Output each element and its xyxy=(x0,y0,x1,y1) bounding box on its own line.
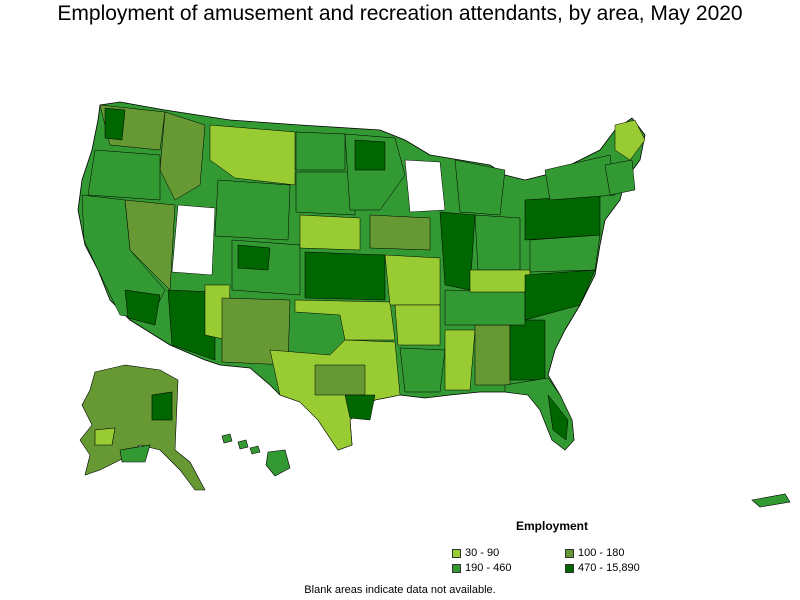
hawaii-island xyxy=(265,449,291,477)
legend-label: 100 - 180 xyxy=(578,547,625,559)
area-patch xyxy=(214,179,291,241)
hawaii-island xyxy=(237,439,249,450)
area-patch xyxy=(354,139,386,171)
area-patch xyxy=(547,394,569,441)
area-patch xyxy=(314,364,366,396)
footnote: Blank areas indicate data not available. xyxy=(304,584,496,596)
area-patch xyxy=(524,269,596,321)
legend-swatch-190-460 xyxy=(452,563,461,573)
area-patch xyxy=(295,131,346,171)
legend-label: 30 - 90 xyxy=(465,547,500,559)
area-patch xyxy=(529,234,601,273)
legend-swatch-30-90 xyxy=(452,548,461,558)
legend-item: 470 - 15,890 xyxy=(565,562,640,574)
area-patch xyxy=(399,347,446,393)
area-patch xyxy=(344,394,376,421)
legend-title: Employment xyxy=(516,519,589,533)
area-patch xyxy=(171,204,216,276)
alaska-shape xyxy=(79,364,206,491)
hawaii-island xyxy=(249,445,261,455)
area-patch xyxy=(124,289,161,326)
area-patch xyxy=(504,377,575,451)
area-patch xyxy=(151,391,173,421)
area-patch xyxy=(474,214,521,271)
area-patch xyxy=(444,289,526,326)
legend-item: 30 - 90 xyxy=(452,547,499,559)
area-patch xyxy=(444,329,476,391)
area-patch xyxy=(544,154,616,201)
area-patch xyxy=(384,254,441,306)
area-patch xyxy=(104,107,126,141)
area-patch xyxy=(304,251,386,301)
area-patch xyxy=(159,111,206,201)
puerto-rico-region[interactable] xyxy=(751,493,791,508)
area-patch xyxy=(524,194,601,241)
legend-item: 100 - 180 xyxy=(565,547,624,559)
puerto-rico-shape xyxy=(751,493,791,508)
area-patch xyxy=(614,119,646,161)
legend-label: 470 - 15,890 xyxy=(578,562,640,574)
legend-swatch-470-15890 xyxy=(565,563,574,573)
area-patch xyxy=(369,214,431,251)
area-patch xyxy=(237,244,271,271)
hawaii-island xyxy=(221,433,233,444)
area-patch xyxy=(167,289,216,361)
legend-swatch-100-180 xyxy=(565,548,574,558)
area-patch xyxy=(604,159,636,196)
legend-label: 190 - 460 xyxy=(465,562,512,574)
area-patch xyxy=(295,171,356,216)
hawaii-region[interactable] xyxy=(221,433,291,477)
area-patch xyxy=(87,149,161,201)
area-patch xyxy=(454,159,506,216)
area-patch xyxy=(404,159,446,213)
area-patch xyxy=(209,124,296,186)
area-patch xyxy=(394,304,441,346)
alaska-region[interactable] xyxy=(79,364,206,491)
area-patch xyxy=(94,427,116,446)
area-patch xyxy=(469,269,531,293)
area-patches xyxy=(81,104,646,451)
map-title: Employment of amusement and recreation a… xyxy=(57,2,743,25)
area-patch xyxy=(509,319,546,381)
area-patch xyxy=(299,214,361,251)
area-patch xyxy=(119,444,151,463)
area-patch xyxy=(474,324,511,386)
legend-item: 190 - 460 xyxy=(452,562,511,574)
